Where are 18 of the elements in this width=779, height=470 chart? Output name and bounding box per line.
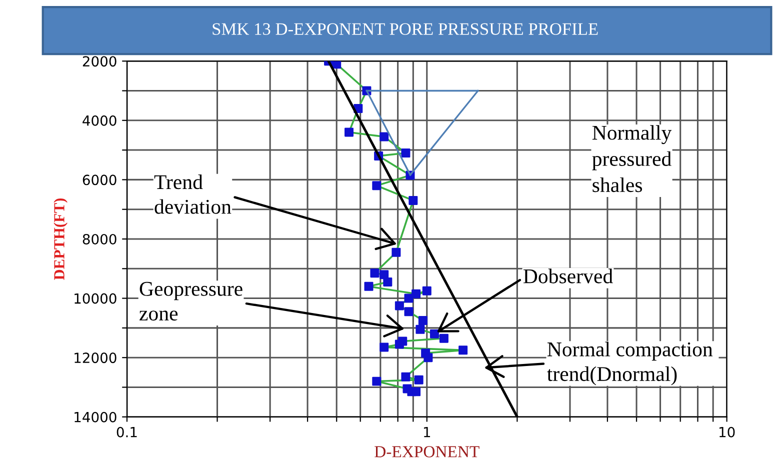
chart-title: SMK 13 D-EXPONENT PORE PRESSURE PROFILE xyxy=(212,23,598,35)
annotation: Geopressure zone xyxy=(140,282,242,321)
x-tick-label: 1 xyxy=(424,427,430,438)
annotation: Dobserved xyxy=(523,268,613,284)
y-tick-label: 6000 xyxy=(82,174,116,186)
y-tick-label: 12000 xyxy=(74,352,116,364)
y-tick-label: 10000 xyxy=(74,293,116,304)
x-tick-label: 0.1 xyxy=(116,426,137,438)
annotation: Normally pressured shales xyxy=(592,125,672,192)
y-tick-label: 4000 xyxy=(82,115,116,126)
y-tick-label: 8000 xyxy=(82,234,116,244)
x-tick-label: 10 xyxy=(719,426,735,438)
y-axis-title: DEPTH(FT) xyxy=(54,198,68,280)
annotation: Normal compaction trend(Dnormal) xyxy=(547,342,713,386)
annotation: Trend deviation xyxy=(154,174,232,214)
y-tick-label: 14000 xyxy=(74,412,116,422)
x-axis-title: D-EXPONENT xyxy=(374,446,480,458)
y-tick-label: 2000 xyxy=(82,56,116,67)
